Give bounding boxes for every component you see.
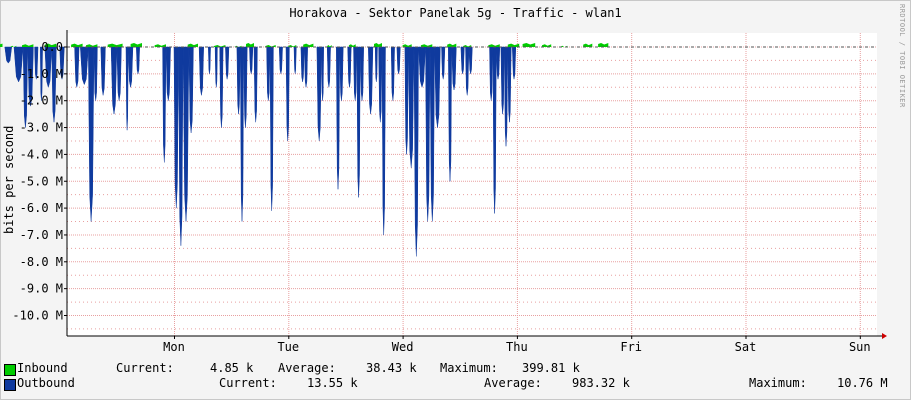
rrdtool-watermark: RRDTOOL / TOBI OETIKER — [898, 4, 906, 108]
inbound-area — [507, 43, 520, 47]
inbound-area — [542, 44, 552, 47]
inbound-average-value: 38.43 k — [366, 361, 417, 375]
x-tick-label: Sun — [849, 340, 871, 354]
outbound-average-value: 983.32 k — [572, 376, 630, 390]
y-tick-label: -9.0 M — [20, 282, 63, 296]
outbound-area — [441, 46, 446, 80]
inbound-area — [214, 45, 226, 47]
inbound-area — [71, 43, 83, 47]
inbound-area — [522, 43, 536, 47]
inbound-area — [488, 44, 500, 47]
inbound-area — [44, 43, 57, 47]
outbound-area — [59, 46, 65, 80]
axes — [64, 30, 887, 339]
inbound-swatch — [4, 364, 16, 376]
y-tick-label: -3.0 M — [20, 121, 63, 135]
outbound-maximum-value: 10.76 M — [837, 376, 888, 390]
inbound-area — [402, 44, 412, 47]
inbound-area — [86, 44, 98, 47]
x-tick-label: Thu — [506, 340, 528, 354]
y-tick-labels: 0.0 -1.0 M -2.0 M -3.0 M -4.0 M -5.0 M -6.0 M -… — [12, 40, 63, 323]
chart-title: Horakova - Sektor Panelak 5g - Traffic -… — [289, 6, 622, 20]
inbound-area — [598, 43, 609, 47]
outbound-current-value: 13.55 k — [307, 376, 358, 390]
y-tick-label: -7.0 M — [20, 228, 63, 242]
outbound-area — [500, 46, 505, 115]
x-axis-arrow — [882, 333, 887, 339]
inbound-area — [107, 43, 123, 47]
inbound-area — [374, 43, 382, 47]
inbound-area — [0, 43, 3, 47]
inbound-area — [303, 43, 314, 47]
inbound-area — [10, 45, 17, 48]
x-tick-label: Tue — [277, 340, 299, 354]
outbound-average-label: Average: — [484, 376, 542, 390]
inbound-area — [22, 44, 34, 47]
outbound-area — [34, 46, 39, 80]
x-tick-label: Fri — [620, 340, 642, 354]
inbound-current-label: Current: — [116, 361, 174, 375]
inbound-area — [130, 43, 142, 47]
outbound-area — [51, 46, 57, 123]
outbound-area — [278, 46, 283, 74]
y-tick-label: -10.0 M — [12, 309, 63, 323]
outbound-current-label: Current: — [219, 376, 277, 390]
y-tick-label: -6.0 M — [20, 201, 63, 215]
outbound-area — [253, 46, 258, 123]
x-tick-label: Wed — [392, 340, 414, 354]
x-tick-labels: Mon Tue Wed Thu Fri Sat Sun — [163, 340, 870, 354]
outbound-area — [40, 46, 43, 101]
outbound-area — [339, 46, 344, 101]
y-tick-label: -2.0 M — [20, 94, 63, 108]
inbound-area — [348, 44, 356, 47]
outbound-area — [356, 46, 361, 198]
inbound-area — [327, 45, 332, 47]
inbound-area — [447, 43, 457, 47]
inbound-area — [420, 44, 433, 47]
outbound-label: Outbound — [17, 376, 75, 390]
inbound-average-label: Average: — [278, 361, 336, 375]
outbound-swatch — [4, 379, 16, 391]
y-tick-label: -1.0 M — [20, 67, 63, 81]
x-tick-label: Mon — [163, 340, 185, 354]
inbound-area — [583, 43, 593, 47]
y-tick-label: -4.0 M — [20, 147, 63, 161]
outbound-area — [4, 46, 12, 64]
outbound-area — [368, 46, 374, 115]
outbound-area — [321, 46, 324, 101]
inbound-current-value: 4.85 k — [210, 361, 254, 375]
inbound-maximum-value: 399.81 k — [522, 361, 580, 375]
outbound-maximum-label: Maximum: — [749, 376, 807, 390]
inbound-label: Inbound — [17, 361, 68, 375]
outbound-area — [390, 46, 395, 101]
outbound-area — [225, 46, 230, 80]
x-tick-label: Sat — [735, 340, 757, 354]
inbound-area — [246, 43, 254, 47]
outbound-area — [22, 46, 28, 128]
y-tick-label: -5.0 M — [20, 174, 63, 188]
y-tick-label: 0.0 — [41, 40, 63, 54]
inbound-area — [154, 44, 166, 47]
outbound-area — [381, 46, 386, 236]
outbound-area — [198, 46, 204, 96]
inbound-maximum-label: Maximum: — [440, 361, 498, 375]
outbound-area — [13, 46, 24, 83]
outbound-area — [408, 46, 415, 168]
y-tick-label: -8.0 M — [20, 255, 63, 269]
outbound-area — [208, 46, 211, 74]
inbound-area — [187, 43, 198, 47]
